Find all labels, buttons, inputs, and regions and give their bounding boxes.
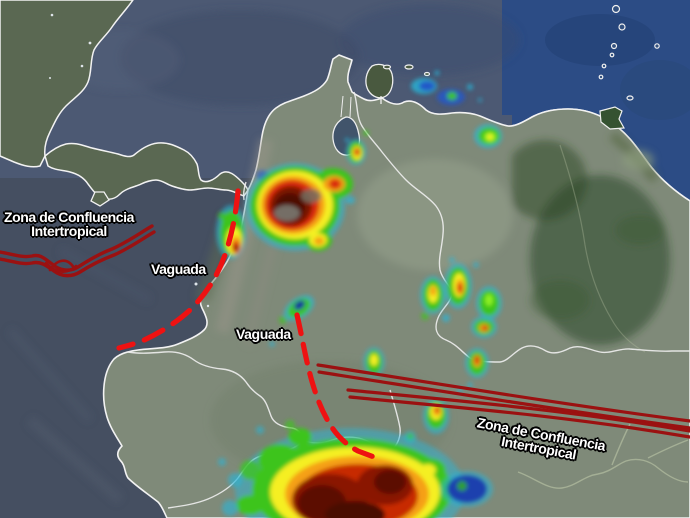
storm-cell-north-small — [345, 130, 369, 165]
storm-cluster-east — [420, 257, 502, 338]
storm-system-south — [218, 420, 493, 518]
rain-specks-caribbean — [411, 70, 482, 105]
small-islands-dots — [49, 13, 210, 308]
storm-cell-northeast — [474, 124, 502, 148]
storm-cells-southeast — [363, 347, 489, 393]
itcz-line-east — [316, 363, 690, 439]
storm-cell-northwest — [245, 163, 355, 251]
storm-cell-central — [283, 295, 315, 321]
islands — [382, 4, 660, 130]
trough-line-central — [294, 312, 377, 460]
radar-overlay — [216, 70, 502, 518]
trough-line-west — [116, 188, 241, 351]
itcz-line-west — [0, 224, 156, 278]
